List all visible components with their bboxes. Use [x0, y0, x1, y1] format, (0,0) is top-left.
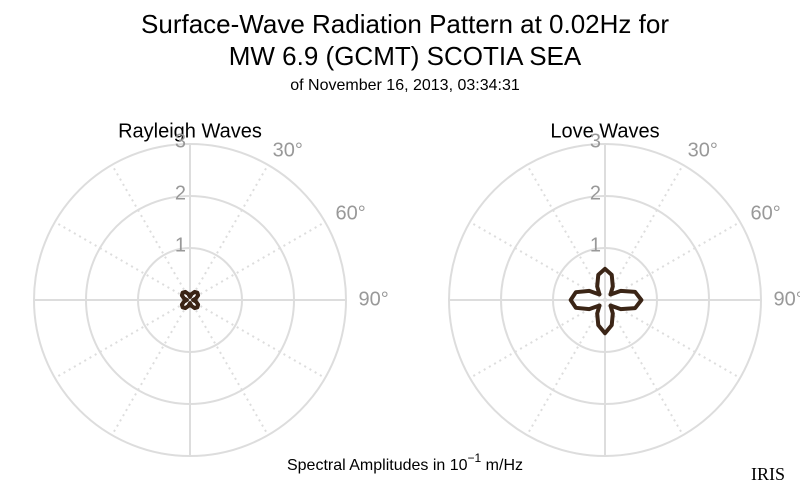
grid-circle	[448, 143, 762, 457]
r-tick-label: 1	[590, 234, 601, 256]
theta-tick-label: 90°	[358, 288, 388, 310]
grid-circle	[33, 143, 347, 457]
spoke	[604, 299, 741, 379]
footnote-text: Spectral Amplitudes in 10	[287, 457, 468, 474]
spoke	[604, 221, 741, 301]
spoke	[189, 221, 326, 301]
r-tick-label: 2	[175, 182, 186, 204]
pattern-line	[568, 266, 644, 336]
title: MW 6.9 (GCMT) SCOTIA SEA	[229, 41, 582, 71]
pattern-line	[179, 289, 201, 311]
spoke	[189, 164, 269, 301]
chart-title: Love Waves	[550, 120, 659, 142]
r-tick-label: 2	[590, 182, 601, 204]
theta-tick-label: 90°	[773, 288, 800, 310]
title: Surface-Wave Radiation Pattern at 0.02Hz…	[141, 9, 669, 39]
theta-tick-label: 30°	[688, 140, 718, 162]
grid-circle	[137, 247, 243, 353]
spoke	[189, 299, 326, 379]
spoke	[469, 299, 606, 379]
footnote-exponent: −1	[468, 451, 482, 465]
r-tick-label: 1	[175, 234, 186, 256]
footnote: Spectral Amplitudes in 10−1 m/Hz	[287, 451, 523, 474]
spoke	[54, 299, 191, 379]
grid-circle	[85, 195, 295, 405]
spoke	[604, 164, 684, 301]
r-tick-label: 3	[590, 130, 601, 152]
spoke	[111, 299, 191, 436]
spoke	[604, 299, 684, 436]
spoke	[54, 221, 191, 301]
chart-title: Rayleigh Waves	[118, 120, 262, 142]
spoke	[469, 221, 606, 301]
theta-tick-label: 30°	[273, 140, 303, 162]
footnote-text: m/Hz	[481, 457, 523, 474]
spoke	[526, 164, 606, 301]
theta-tick-label: 60°	[335, 202, 365, 224]
subtitle: of November 16, 2013, 03:34:31	[290, 77, 520, 94]
spoke	[189, 299, 269, 436]
r-tick-label: 3	[175, 130, 186, 152]
theta-tick-label: 60°	[750, 202, 780, 224]
logo: IRIS	[751, 464, 785, 484]
spoke	[526, 299, 606, 436]
grid-circle	[552, 247, 658, 353]
grid-circle	[500, 195, 710, 405]
spoke	[111, 164, 191, 301]
